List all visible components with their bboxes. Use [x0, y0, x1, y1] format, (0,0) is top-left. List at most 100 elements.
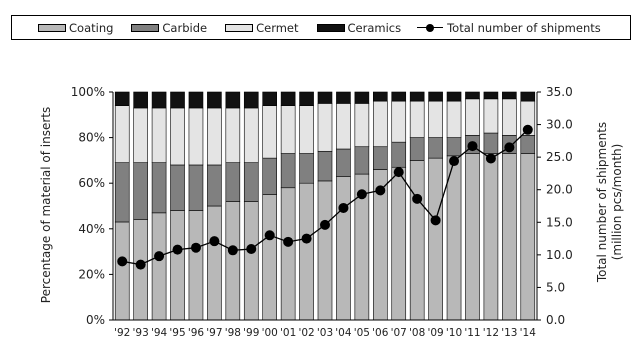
x-tick-label: '11	[464, 327, 480, 339]
x-tick-label: '99	[243, 327, 259, 339]
y-tick-label: 0%	[86, 313, 105, 327]
shipments-point-6	[227, 245, 238, 256]
y-tick-label: 60%	[78, 176, 105, 190]
bar-ceramics-6	[225, 91, 241, 109]
bar-cermet-5	[207, 107, 222, 166]
bar-carbide-10	[299, 153, 314, 184]
legend-item-carbide: Carbide	[131, 21, 207, 35]
x-tick-label: '14	[520, 327, 537, 339]
bar-carbide-1	[133, 162, 148, 220]
legend-item-total-shipments: Total number of shipments	[417, 21, 601, 35]
x-tick-label: '04	[335, 327, 352, 339]
bar-coating-8	[262, 194, 278, 321]
shipments-point-19	[467, 141, 478, 152]
bar-coating-21	[502, 153, 517, 321]
bar-layer	[114, 91, 536, 321]
bar-ceramics-11	[317, 91, 333, 104]
bar-cermet-8	[262, 105, 278, 159]
x-tick-label: '09	[427, 327, 443, 339]
y2-tick-label: 0.0	[546, 313, 565, 327]
shipments-point-2	[154, 251, 165, 262]
bar-ceramics-15	[391, 91, 407, 102]
shipments-point-22	[522, 124, 533, 135]
shipments-point-0	[117, 256, 128, 267]
x-tick-label: '13	[501, 327, 517, 339]
bar-ceramics-10	[299, 91, 314, 106]
y-tick-labels-left: 0% 20% 40% 60% 80% 100%	[71, 85, 113, 327]
y2-axis-title-line1: Total number of shipments	[595, 122, 609, 283]
y2-tick-label: 10.0	[546, 248, 573, 262]
bar-carbide-20	[483, 132, 499, 154]
bar-ceramics-19	[465, 91, 480, 100]
shipments-point-4	[190, 242, 201, 253]
bar-carbide-16	[409, 137, 425, 161]
bar-carbide-12	[336, 148, 351, 177]
bar-ceramics-16	[409, 91, 425, 102]
shipments-point-7	[246, 243, 257, 254]
bar-cermet-7	[243, 107, 259, 163]
y-tick-label: 40%	[78, 222, 105, 236]
bar-coating-19	[465, 153, 480, 321]
bar-carbide-4	[188, 164, 204, 211]
legend-label-carbide: Carbide	[162, 20, 208, 35]
bar-carbide-17	[428, 137, 443, 159]
legend-line-marker	[417, 23, 444, 33]
bar-cermet-16	[409, 100, 425, 138]
bar-coating-0	[114, 221, 130, 321]
legend-swatch-cermet	[225, 23, 254, 32]
bar-carbide-18	[446, 137, 462, 157]
bar-cermet-6	[225, 107, 241, 163]
shipments-point-11	[320, 219, 330, 230]
shipments-point-18	[449, 156, 460, 167]
shipments-point-13	[356, 189, 367, 200]
y-tick-label: 20%	[78, 267, 105, 281]
legend-swatch-coating	[38, 23, 66, 32]
bar-cermet-10	[299, 105, 314, 154]
bar-carbide-0	[114, 162, 130, 223]
bar-cermet-18	[446, 100, 462, 138]
bar-coating-15	[391, 166, 407, 321]
shipments-point-9	[283, 236, 294, 247]
x-tick-label: '07	[391, 327, 407, 339]
bar-carbide-13	[354, 146, 370, 175]
x-tick-label: '94	[151, 327, 168, 339]
bar-coating-10	[299, 182, 314, 321]
bar-cermet-13	[354, 103, 370, 148]
bar-cermet-9	[280, 105, 296, 154]
legend-label-total-shipments: Total number of shipments	[447, 20, 601, 35]
bar-coating-4	[188, 210, 204, 321]
axis-layer	[112, 92, 538, 321]
bar-coating-20	[483, 153, 499, 321]
shipments-point-14	[375, 185, 386, 196]
y2-tick-label: 20.0	[546, 183, 573, 197]
x-tick-label: '00	[262, 327, 278, 339]
bar-cermet-17	[428, 100, 443, 138]
x-tick-label: '92	[114, 327, 130, 339]
bar-carbide-7	[243, 162, 259, 202]
bar-ceramics-7	[243, 91, 259, 109]
shipments-point-1	[135, 259, 146, 270]
y2-tick-label: 25.0	[546, 150, 573, 164]
bar-ceramics-17	[428, 91, 443, 102]
bar-coating-22	[520, 153, 536, 321]
bar-coating-9	[280, 187, 296, 321]
bar-coating-7	[243, 201, 259, 321]
bar-coating-1	[133, 219, 148, 321]
shipments-line-layer	[117, 124, 533, 270]
bar-cermet-14	[372, 100, 388, 148]
bar-carbide-3	[170, 164, 185, 211]
bar-carbide-22	[520, 135, 536, 154]
y2-tick-label: 35.0	[546, 85, 573, 99]
x-tick-label: '95	[169, 327, 185, 339]
y2-tick-label: 5.0	[546, 280, 565, 294]
y2-tick-label: 30.0	[546, 118, 573, 132]
bar-coating-3	[170, 210, 185, 321]
shipments-point-5	[209, 236, 220, 247]
legend-swatch-ceramics	[316, 23, 345, 32]
legend-item-ceramics: Ceramics	[316, 21, 401, 35]
bar-coating-5	[207, 205, 222, 321]
shipments-point-10	[301, 233, 312, 244]
bar-cermet-4	[188, 107, 204, 166]
x-tick-label: '97	[206, 327, 222, 339]
x-tick-label: '08	[409, 327, 425, 339]
